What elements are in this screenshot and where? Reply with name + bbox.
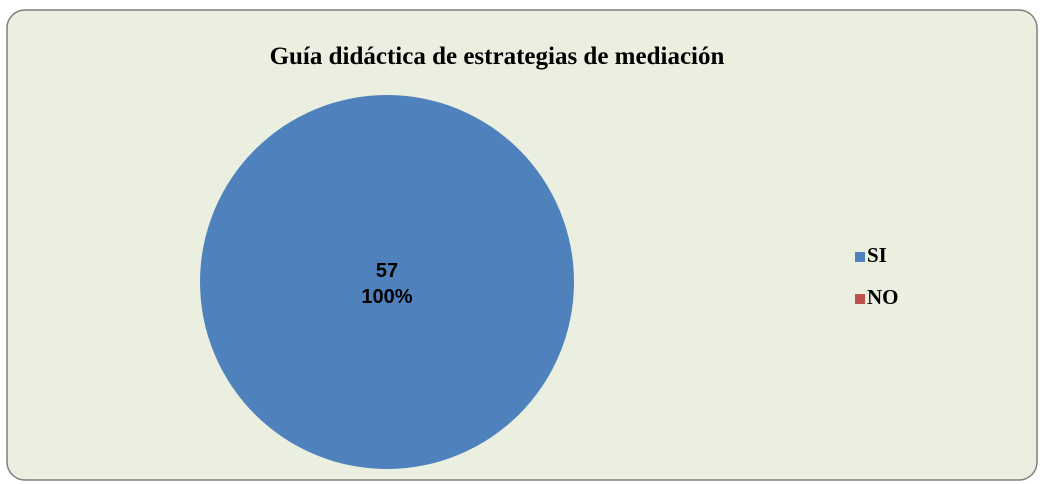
data-label: 57 — [376, 260, 398, 282]
legend-swatch — [855, 294, 865, 304]
pie-slice — [200, 95, 574, 469]
chart-title: Guía didáctica de estrategias de mediaci… — [270, 43, 725, 70]
percent-label: 100% — [361, 286, 412, 308]
legend-swatch — [855, 252, 865, 262]
legend-label: SI — [867, 243, 887, 267]
legend-label: NO — [867, 285, 899, 309]
